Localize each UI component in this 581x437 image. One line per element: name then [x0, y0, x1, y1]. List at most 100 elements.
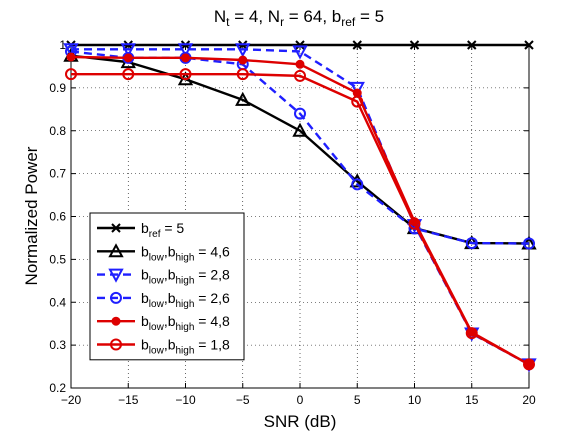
- data-point-dot: [238, 55, 248, 65]
- x-tick-label: −15: [118, 393, 139, 407]
- text-part: ,b: [164, 337, 176, 353]
- y-tick-label: 0.5: [49, 252, 66, 266]
- data-point-x-marker: [111, 223, 121, 233]
- legend-box: [89, 212, 245, 361]
- text-part: b: [141, 313, 149, 329]
- x-tick-label: 5: [354, 393, 361, 407]
- data-point-circle: [294, 69, 306, 82]
- text-part: b: [141, 220, 149, 236]
- y-tick-label: 1: [59, 38, 66, 52]
- data-point-dot: [181, 53, 190, 63]
- y-tick-label: 0.3: [49, 338, 66, 352]
- text-part: low: [149, 322, 165, 333]
- legend-entry: blow,bhigh = 1,8: [97, 337, 230, 357]
- data-point-triangle-down: [120, 43, 136, 58]
- text-part: low: [149, 252, 165, 263]
- legend-entry: bref = 5: [97, 220, 184, 240]
- series-layer: [63, 40, 537, 373]
- data-point-triangle-up: [108, 243, 124, 258]
- y-tick-label: 0.8: [49, 124, 66, 138]
- data-point-triangle-up: [292, 122, 308, 137]
- y-tick-label: 0.6: [49, 210, 66, 224]
- legend-label: blow,bhigh = 4,6: [141, 243, 230, 263]
- text-part: = 1,8: [194, 337, 230, 353]
- data-point-circle: [408, 217, 421, 230]
- data-point-circle: [236, 68, 249, 81]
- data-point-x-marker: [467, 40, 477, 50]
- text-part: = 64, b: [284, 7, 341, 26]
- text-part: = 5: [160, 220, 184, 236]
- data-point-circle: [465, 327, 478, 340]
- text-part: = 4, N: [230, 7, 281, 26]
- data-point-x-marker: [409, 40, 420, 50]
- data-point-circle: [523, 237, 535, 250]
- text-part: = 2,6: [194, 290, 230, 306]
- text-part: high: [176, 299, 195, 310]
- data-point-circle: [65, 68, 77, 81]
- data-point-dot: [66, 52, 76, 62]
- text-part: = 5: [355, 7, 384, 26]
- text-part: low: [149, 346, 165, 357]
- x-tick-label: −5: [236, 393, 250, 407]
- text-part: t: [226, 15, 230, 29]
- y-tick-label: 0.4: [49, 295, 66, 309]
- data-point-x-marker: [352, 40, 362, 50]
- series-6: [65, 68, 535, 371]
- x-axis-label: SNR (dB): [264, 412, 337, 431]
- data-point-triangle-down: [108, 268, 124, 283]
- text-part: high: [176, 252, 195, 263]
- y-tick-label: 0.7: [49, 167, 66, 181]
- text-part: low: [149, 299, 165, 310]
- y-tick-label: 0.9: [49, 81, 66, 95]
- x-tick-label: 0: [297, 393, 304, 407]
- data-point-triangle-down: [292, 45, 308, 60]
- legend-entry: blow,bhigh = 2,8: [97, 267, 230, 287]
- data-point-circle: [122, 68, 135, 81]
- legend-entry: blow,bhigh = 4,8: [97, 313, 230, 333]
- legend-entry: blow,bhigh = 4,6: [97, 243, 230, 263]
- data-point-circle: [294, 107, 306, 120]
- text-part: low: [149, 276, 165, 287]
- text-part: = 2,8: [194, 267, 230, 283]
- x-tick-label: −20: [61, 393, 82, 407]
- axis-ticks: −20 −15 −10 −5 0 5 10 15 20 0.2 0.3 0.4 0.5 0.6 0.7 0.8…: [49, 38, 536, 407]
- data-point-dot: [123, 53, 133, 63]
- y-tick-label: 0.2: [49, 381, 66, 395]
- x-tick-label: 20: [522, 393, 536, 407]
- data-point-triangle-down: [63, 43, 79, 58]
- series-line: [70, 54, 530, 245]
- text-part: N: [214, 7, 226, 26]
- legend-label: bref = 5: [141, 220, 184, 240]
- data-point-circle: [351, 95, 364, 108]
- text-part: high: [176, 322, 195, 333]
- data-point-triangle-down: [177, 43, 194, 58]
- text-part: r: [280, 15, 284, 29]
- text-part: high: [176, 346, 195, 357]
- text-part: ref: [341, 15, 356, 29]
- text-part: = 4,6: [194, 243, 230, 259]
- data-point-circle: [179, 68, 192, 81]
- data-point-triangle-down: [235, 43, 251, 58]
- text-part: ,b: [164, 267, 176, 283]
- series-line: [71, 72, 530, 366]
- data-point-x-marker: [295, 40, 305, 50]
- data-point-circle: [351, 178, 364, 191]
- x-tick-label: 15: [465, 393, 479, 407]
- text-part: ref: [149, 229, 161, 240]
- data-point-x-marker: [524, 40, 534, 50]
- text-part: high: [176, 276, 195, 287]
- data-point-circle: [110, 291, 122, 304]
- data-point-dot: [295, 59, 305, 69]
- text-part: ,b: [164, 290, 176, 306]
- text-part: = 4,8: [194, 313, 230, 329]
- legend-label: blow,bhigh = 2,8: [141, 267, 230, 287]
- data-point-circle: [465, 237, 478, 250]
- legend-label: blow,bhigh = 1,8: [141, 337, 230, 357]
- text-part: b: [141, 267, 149, 283]
- x-tick-label: 10: [408, 393, 422, 407]
- data-point-circle: [110, 338, 122, 351]
- y-axis-label: Normalized Power: [22, 146, 41, 285]
- chart-title: Nt = 4, Nr = 64, bref = 5: [214, 7, 384, 29]
